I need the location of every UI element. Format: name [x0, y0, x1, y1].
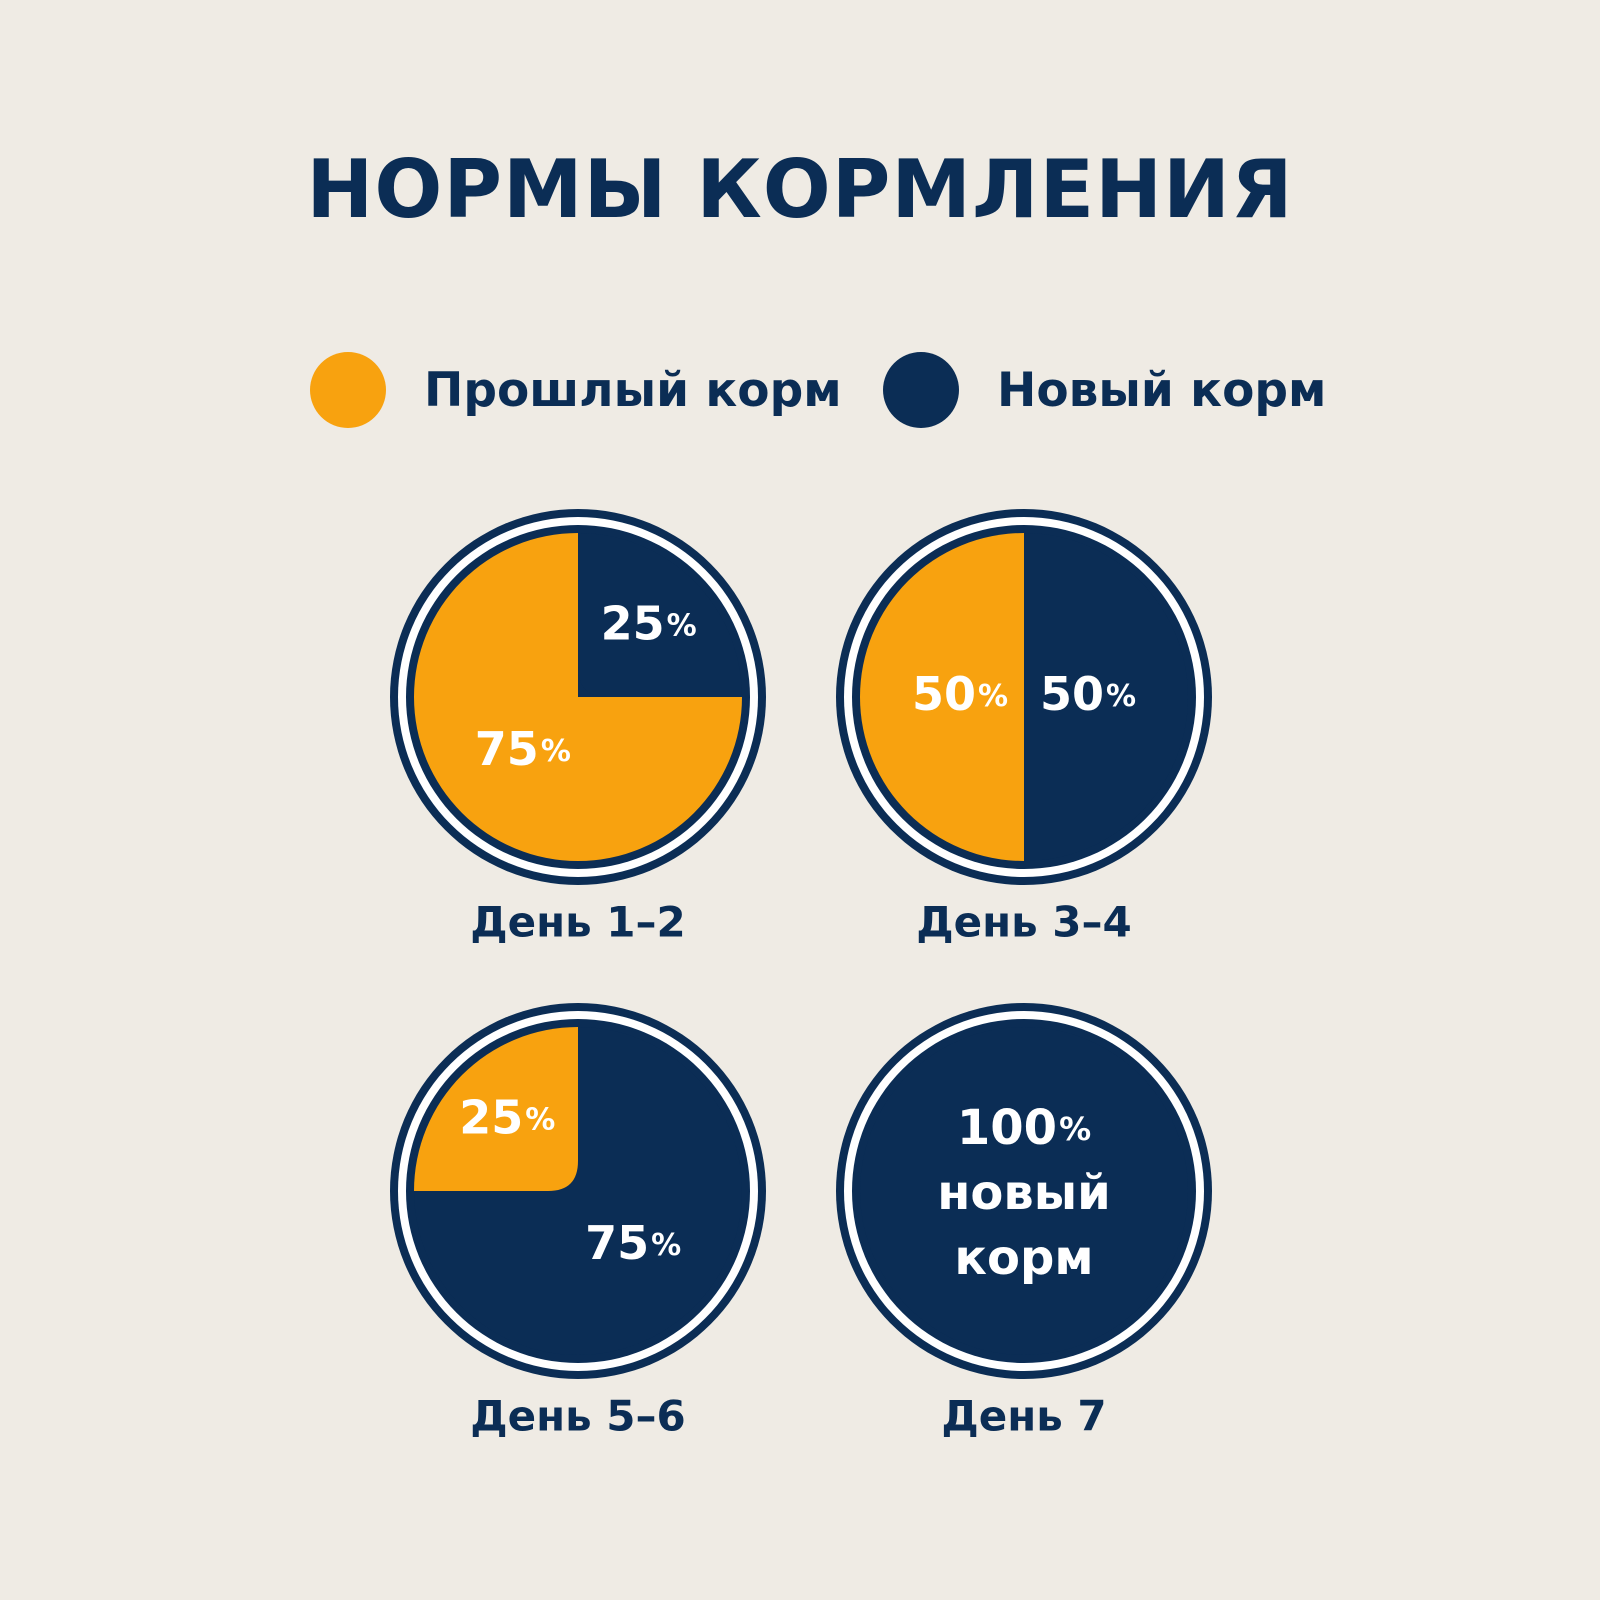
pie-label-new-food: 25%	[601, 596, 697, 650]
pie-caption-line: корм	[954, 1230, 1093, 1286]
legend-label-new-food: Новый корм	[997, 362, 1327, 418]
pie-label-new-food: 50%	[1040, 667, 1136, 721]
page-title: НОРМЫ КОРМЛЕНИЯ	[306, 143, 1294, 236]
legend-item-old-food: Прошлый корм	[310, 350, 842, 430]
pie-slice-old-food	[414, 1027, 578, 1191]
legend-label-old-food: Прошлый корм	[424, 362, 842, 418]
pie-slice-new-food	[414, 1027, 742, 1355]
pie-chart-4: 100% новый корм День 7	[836, 1003, 1212, 1441]
legend-swatch-old-food	[310, 352, 386, 428]
pie-label-new-food: 75%	[585, 1216, 681, 1270]
pie-label-old-food: 25%	[459, 1090, 555, 1144]
day-label: День 5–6	[470, 1392, 686, 1441]
pie-slice-old-food	[414, 533, 742, 861]
legend-swatch-new-food	[883, 352, 959, 428]
pie-label-old-food: 50%	[912, 667, 1008, 721]
pie-slice-new-food	[578, 533, 742, 697]
pie-chart-2: 50% 50% День 3–4	[836, 509, 1212, 947]
legend-item-new-food: Новый корм	[883, 350, 1326, 430]
day-label: День 7	[941, 1392, 1106, 1441]
pie-slice-old-food	[860, 533, 1024, 861]
pie-slice-new-food	[860, 1027, 1188, 1355]
pie-chart-3: 75% 25% День 5–6	[390, 1003, 766, 1441]
pie-label-new-food: 100%	[957, 1100, 1091, 1156]
pie-caption-line: новый	[937, 1165, 1111, 1221]
pie-chart-1: 25% 75% День 1–2	[390, 509, 766, 947]
pie-label-old-food: 75%	[475, 722, 571, 776]
day-label: День 3–4	[916, 898, 1132, 947]
day-label: День 1–2	[470, 898, 686, 947]
pie-slice-new-food	[1024, 533, 1188, 861]
